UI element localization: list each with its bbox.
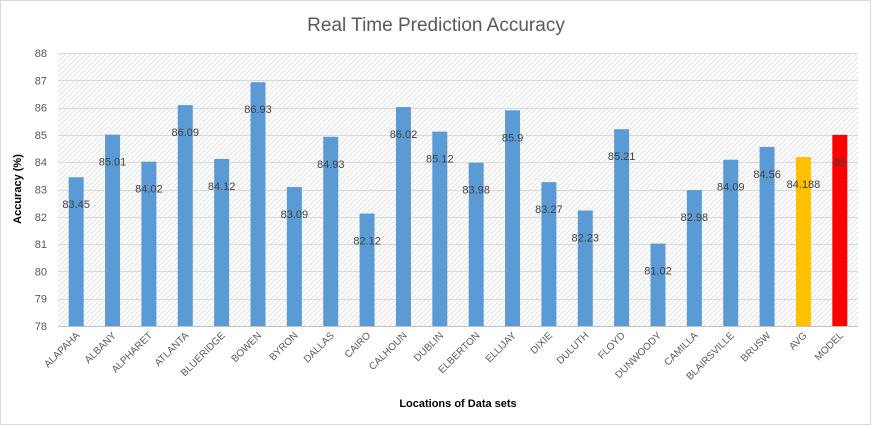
data-label: 81.02 [644,266,672,278]
bar-avg [795,157,811,326]
y-tick-label: 78 [35,321,47,333]
data-label: 84.02 [135,184,163,196]
bar-alapaha [68,177,84,326]
x-category-label: DIXIE [529,330,555,356]
bar-camilla [686,190,702,326]
x-category-label: ALBANY [83,330,119,366]
x-category-label: CAIRO [343,330,373,360]
y-tick-label: 80 [35,266,47,278]
data-label: 85 [834,157,846,169]
bar-elberton [468,162,484,326]
x-category-label: ALAPAHA [42,330,82,370]
x-category-label: FLOYD [596,330,627,361]
y-axis-title: Accuracy (%) [12,154,24,224]
y-tick-label: 82 [35,212,47,224]
x-category-label: CALHOUN [367,330,409,372]
bar-bowen [250,82,266,326]
data-labels: 83.45 85.01 84.02 86.09 84.12 86.93 83.09 84.93… [62,104,846,277]
bar-ellijay [505,110,521,326]
bar-floyd [614,129,630,326]
bar-alpharet [141,161,157,326]
chart-title: Real Time Prediction Accuracy [307,15,565,36]
bars [68,82,848,326]
data-label: 83.45 [62,199,90,211]
bar-dublin [432,131,448,326]
y-tick-label: 83 [35,185,47,197]
x-category-label: CAMILLA [662,330,700,368]
data-label: 86.09 [172,127,200,139]
y-axis-ticks: 78 79 80 81 82 83 84 85 86 87 88 [35,48,47,333]
bar-duluth [577,210,593,326]
data-label: 83.98 [462,185,490,197]
data-label: 84.09 [717,182,745,194]
x-category-label: BRUSW [739,330,773,364]
data-label: 84.93 [317,159,345,171]
y-tick-label: 79 [35,294,47,306]
x-category-label: ATLANTA [153,330,192,369]
bar-dunwoody [650,243,666,326]
data-label: 83.27 [535,204,563,216]
data-label: 82.23 [572,233,600,245]
bar-byron [286,187,302,326]
y-tick-label: 86 [35,103,47,115]
x-category-label: DUBLIN [412,330,446,364]
bar-model [832,134,848,326]
data-label: 86.93 [244,104,272,116]
data-label: 85.12 [426,154,454,166]
x-category-label: ELLIJAY [484,330,519,365]
data-label: 83.09 [281,209,309,221]
bar-dallas [323,136,339,326]
data-label: 85.01 [99,157,127,169]
data-label: 84.12 [208,181,236,193]
x-category-label: DULUTH [555,330,591,366]
x-category-label: BYRON [268,330,301,363]
bar-albany [105,134,121,326]
bar-calhoun [395,107,411,326]
bar-blueridge [214,158,230,326]
y-tick-label: 81 [35,239,47,251]
x-axis-title: Locations of Data sets [399,398,516,410]
x-category-label: DALLAS [302,330,337,365]
y-tick-label: 84 [35,157,47,169]
bar-cairo [359,213,375,326]
bar-brusw [759,146,775,326]
bar-dixie [541,182,557,326]
y-tick-label: 87 [35,75,47,87]
data-label: 86.02 [390,129,418,141]
bar-atlanta [177,105,193,326]
data-label: 84.56 [753,169,781,181]
data-label: 82.12 [353,236,381,248]
y-tick-label: 88 [35,48,47,60]
data-label: 82.98 [681,212,709,224]
x-category-label: AVG [787,330,809,352]
data-label: 84.188 [787,179,821,191]
data-label: 85.21 [608,151,636,163]
y-tick-label: 85 [35,130,47,142]
x-category-label: MODEL [813,330,846,363]
data-label: 85.9 [502,132,523,144]
bar-blairsville [723,159,739,326]
x-category-label: BOWEN [230,330,264,364]
